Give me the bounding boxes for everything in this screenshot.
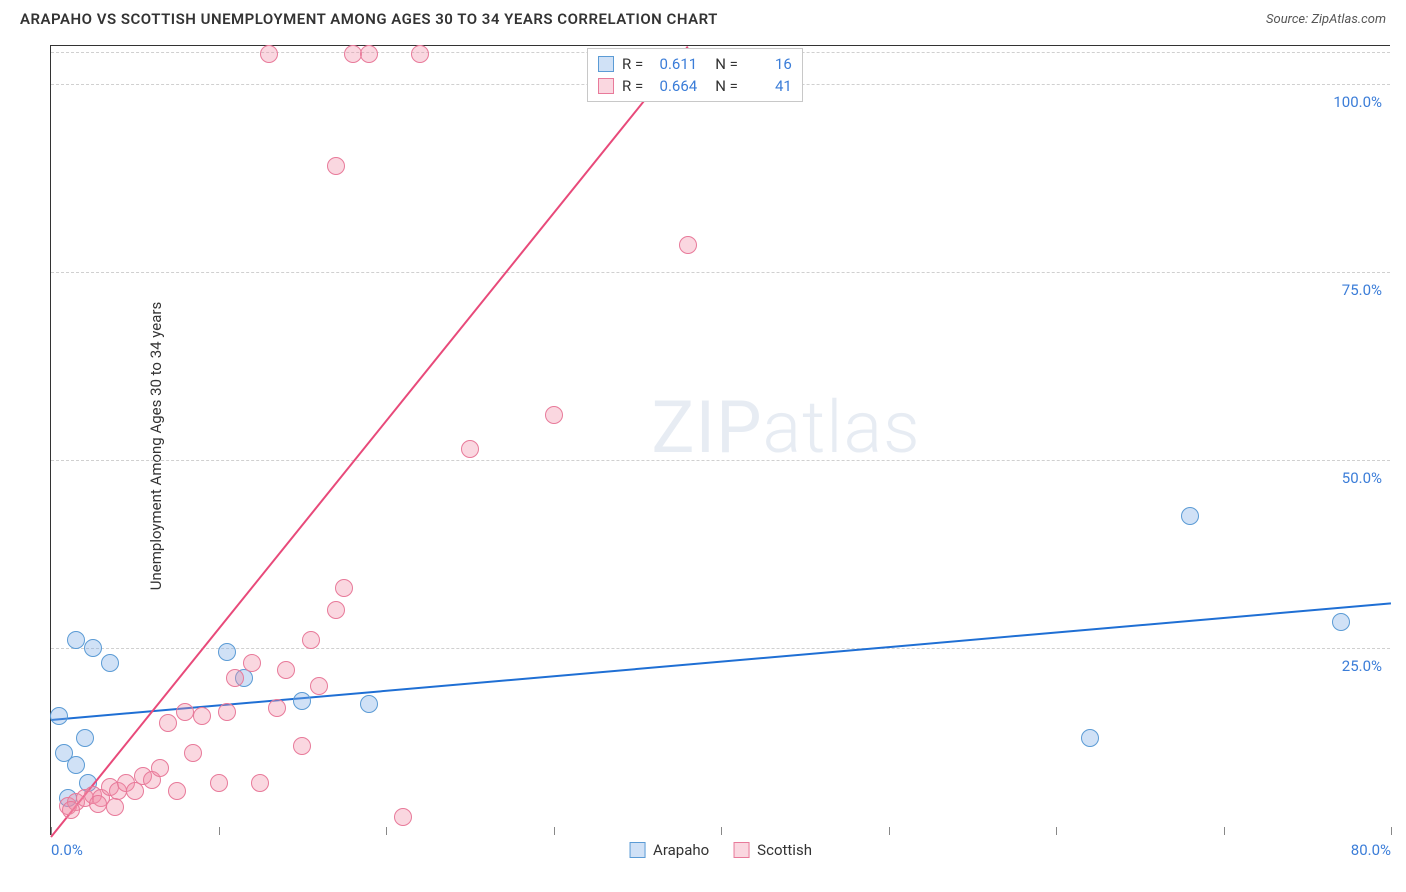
- stat-n-label: N =: [715, 77, 738, 95]
- stats-row: R = 0.611 N = 16: [598, 53, 792, 75]
- data-point: [327, 601, 345, 619]
- x-tick-label: 0.0%: [51, 841, 83, 859]
- stat-r-value: 0.611: [651, 55, 697, 73]
- data-point: [55, 744, 73, 762]
- gridline: [51, 272, 1390, 273]
- stat-r-label: R =: [622, 77, 643, 95]
- data-point: [243, 654, 261, 672]
- stats-row: R = 0.664 N = 41: [598, 75, 792, 97]
- data-point: [101, 654, 119, 672]
- trend-line-scottish: [50, 46, 688, 837]
- data-point: [50, 707, 68, 725]
- data-point: [176, 703, 194, 721]
- x-tick-mark: [1224, 827, 1225, 835]
- data-point: [226, 669, 244, 687]
- data-point: [1081, 729, 1099, 747]
- x-tick-mark: [1391, 827, 1392, 835]
- data-point: [360, 695, 378, 713]
- data-point: [89, 795, 107, 813]
- series-legend: Arapaho Scottish: [629, 841, 812, 859]
- source-attribution: Source: ZipAtlas.com: [1266, 12, 1386, 27]
- x-tick-mark: [554, 827, 555, 835]
- data-point: [151, 759, 169, 777]
- y-tick-label: 50.0%: [1342, 469, 1382, 487]
- legend-item: Scottish: [733, 841, 812, 859]
- x-tick-mark: [219, 827, 220, 835]
- x-tick-mark: [1056, 827, 1057, 835]
- data-point: [344, 45, 362, 63]
- y-tick-label: 100.0%: [1333, 93, 1382, 111]
- x-tick-label: 80.0%: [1351, 841, 1391, 859]
- chart-plot-area: 25.0%50.0%75.0%100.0%0.0%80.0% ZIPatlas …: [50, 45, 1390, 835]
- data-point: [293, 692, 311, 710]
- stat-r-value: 0.664: [651, 77, 697, 95]
- data-point: [1181, 507, 1199, 525]
- data-point: [394, 808, 412, 826]
- stat-n-label: N =: [715, 55, 738, 73]
- data-point: [193, 707, 211, 725]
- x-tick-mark: [721, 827, 722, 835]
- data-point: [335, 579, 353, 597]
- y-tick-label: 25.0%: [1342, 657, 1382, 675]
- data-point: [268, 699, 286, 717]
- data-point: [411, 45, 429, 63]
- data-point: [545, 406, 563, 424]
- legend-swatch: [598, 56, 614, 72]
- data-point: [679, 236, 697, 254]
- data-point: [184, 744, 202, 762]
- data-point: [106, 798, 124, 816]
- data-point: [62, 801, 80, 819]
- x-tick-mark: [889, 827, 890, 835]
- chart-title: ARAPAHO VS SCOTTISH UNEMPLOYMENT AMONG A…: [20, 10, 718, 28]
- data-point: [67, 631, 85, 649]
- x-tick-mark: [386, 827, 387, 835]
- data-point: [260, 45, 278, 63]
- stat-n-value: 16: [746, 55, 792, 73]
- correlation-stats-box: R = 0.611 N = 16 R = 0.664 N = 41: [587, 48, 803, 102]
- legend-swatch: [733, 842, 749, 858]
- legend-swatch: [629, 842, 645, 858]
- data-point: [293, 737, 311, 755]
- stat-r-label: R =: [622, 55, 643, 73]
- data-point: [84, 639, 102, 657]
- data-point: [461, 440, 479, 458]
- y-tick-label: 75.0%: [1342, 281, 1382, 299]
- data-point: [310, 677, 328, 695]
- stat-n-value: 41: [746, 77, 792, 95]
- data-point: [218, 643, 236, 661]
- data-point: [76, 729, 94, 747]
- legend-swatch: [598, 78, 614, 94]
- data-point: [218, 703, 236, 721]
- data-point: [277, 661, 295, 679]
- data-point: [302, 631, 320, 649]
- data-point: [168, 782, 186, 800]
- data-point: [159, 714, 177, 732]
- data-point: [1332, 613, 1350, 631]
- data-point: [210, 774, 228, 792]
- gridline: [51, 648, 1390, 649]
- legend-label: Arapaho: [653, 841, 709, 859]
- data-point: [251, 774, 269, 792]
- gridline: [51, 460, 1390, 461]
- data-point: [360, 45, 378, 63]
- legend-item: Arapaho: [629, 841, 709, 859]
- data-point: [327, 157, 345, 175]
- legend-label: Scottish: [757, 841, 812, 859]
